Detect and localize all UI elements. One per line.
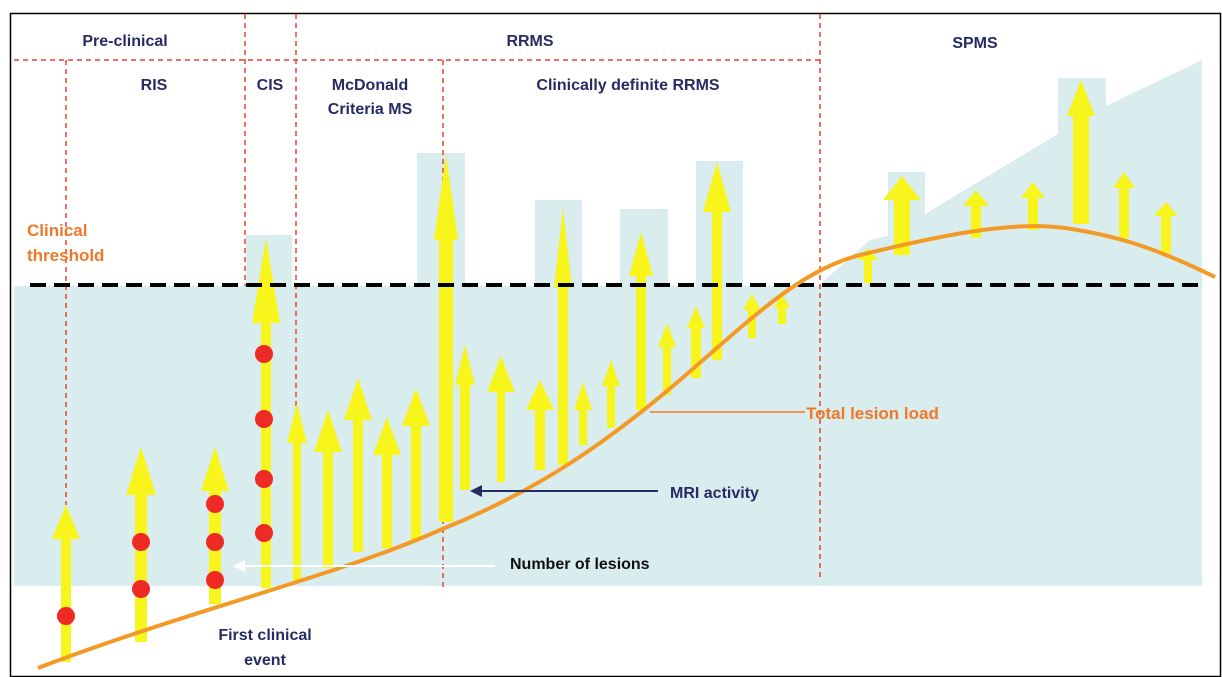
mri-activity-arrow xyxy=(574,382,592,445)
mri-activity-arrow xyxy=(774,294,790,324)
mri-activity-arrow xyxy=(629,232,653,410)
lesion-dot xyxy=(206,533,224,551)
phase-label-pre-clinical: Pre-clinical xyxy=(82,33,167,50)
mri-activity-arrow xyxy=(858,248,878,283)
first-clinical-event-label-line2: event xyxy=(244,652,286,669)
mri-activity-arrow xyxy=(526,380,554,470)
total-lesion-load-curve xyxy=(37,224,1216,670)
lesion-dot xyxy=(206,571,224,589)
lesion-dots xyxy=(57,345,273,625)
total-lesion-load-label: Total lesion load xyxy=(806,404,939,423)
clinical-threshold-label-line1: Clinical xyxy=(27,221,87,240)
phase-label-rrms: RRMS xyxy=(506,33,553,50)
mri-activity-arrow xyxy=(373,417,401,548)
mri-activity-arrow xyxy=(883,176,921,255)
number-of-lesions-label: Number of lesions xyxy=(510,556,650,573)
mri-activity-arrow xyxy=(1113,172,1135,238)
lesion-dot xyxy=(255,345,273,363)
mri-activity-arrow xyxy=(201,447,229,604)
annotation-pointers xyxy=(233,411,805,572)
lesion-dot xyxy=(255,410,273,428)
mri-activity-arrow xyxy=(434,155,458,522)
mri-activity-arrow xyxy=(487,356,515,482)
mri-activity-arrow xyxy=(602,360,620,428)
mri-activity-arrow xyxy=(455,345,475,490)
mri-activity-arrow xyxy=(314,410,342,568)
mri-activity-arrow xyxy=(287,403,307,580)
lesion-dot xyxy=(132,533,150,551)
lesion-dot xyxy=(255,524,273,542)
clinical-threshold-label-line2: threshold xyxy=(27,246,104,265)
mri-activity-arrow xyxy=(402,388,430,540)
number-of-lesions-pointer-head xyxy=(233,560,245,572)
mri-activity-arrow xyxy=(554,208,572,465)
phase-label-clinically-definite: Clinically definite RRMS xyxy=(536,77,719,94)
mri-activity-arrow xyxy=(963,190,989,238)
lesion-dot xyxy=(132,580,150,598)
lesion-dot xyxy=(57,607,75,625)
phase-label-mcdonald-line2: Criteria MS xyxy=(328,101,413,118)
phase-label-mcdonald-line1: McDonald xyxy=(332,77,408,94)
phase-label-cis: CIS xyxy=(257,77,284,94)
phase-label-spms: SPMS xyxy=(952,35,998,52)
mri-activity-arrow xyxy=(1154,202,1178,253)
mri-activity-pointer-head xyxy=(470,485,482,497)
lesion-dot xyxy=(255,470,273,488)
mri-activity-arrow xyxy=(344,378,372,552)
mri-activity-arrow xyxy=(1021,182,1045,230)
first-clinical-event-label-line1: First clinical xyxy=(218,627,311,644)
mri-activity-label: MRI activity xyxy=(670,485,759,502)
mri-activity-arrow xyxy=(1067,80,1095,224)
mri-activity-arrow xyxy=(703,162,731,360)
lesion-dot xyxy=(206,495,224,513)
mri-activity-arrow xyxy=(658,323,676,395)
mri-activity-arrow xyxy=(52,505,80,662)
phase-label-ris: RIS xyxy=(141,77,168,94)
